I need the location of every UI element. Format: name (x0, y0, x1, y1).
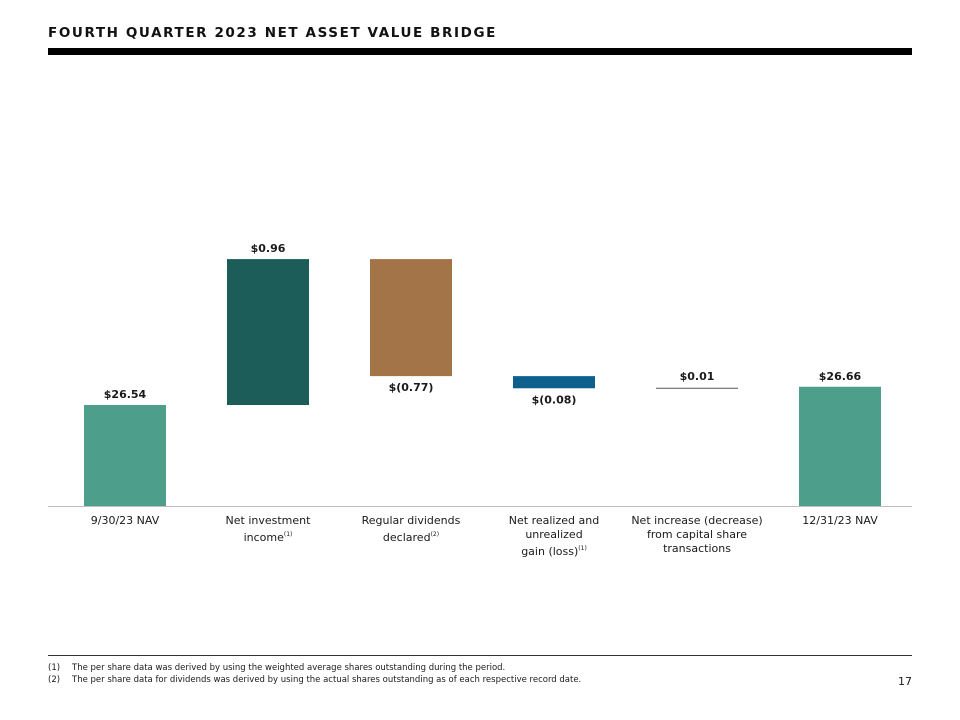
bar-6 (799, 386, 881, 506)
bar-1 (84, 405, 166, 506)
bar-2 (227, 259, 309, 405)
footnote-ref: (1) (578, 545, 587, 552)
category-label-line: transactions (663, 542, 731, 555)
category-label-5: Net increase (decrease) from capital shar… (622, 514, 772, 556)
footnotes: (1) The per share data was derived by usi… (48, 662, 581, 686)
data-label-1: $26.54 (104, 388, 147, 401)
data-label-5: $0.01 (680, 370, 715, 383)
category-label-line: 9/30/23 NAV (90, 514, 160, 527)
category-label-line: gain (loss)(1) (521, 545, 587, 558)
footnote-2-mark: (2) (48, 675, 61, 685)
category-label-6: 12/31/23 NAV (765, 514, 915, 528)
category-label-line: income(1) (243, 531, 293, 544)
category-label-line: declared(2) (382, 531, 440, 544)
data-label-6: $26.66 (819, 370, 862, 383)
footnote-1-mark: (1) (48, 663, 61, 673)
footnote-2-text: The per share data for dividends was der… (72, 675, 582, 685)
footnote-rule (48, 655, 912, 656)
category-label-line: 12/31/23 NAV (802, 514, 878, 527)
category-label-line: Net increase (decrease) (631, 514, 763, 527)
category-label-1: 9/30/23 NAV (50, 514, 200, 528)
category-label-4: Net realized and unrealized gain (loss)(1… (479, 514, 629, 559)
page-title: FOURTH QUARTER 2023 NET ASSET VALUE BRID… (48, 25, 497, 41)
footnote-2: (2) The per share data for dividends was … (48, 674, 581, 686)
footnote-1-text: The per share data was derived by using … (72, 663, 506, 673)
data-label-4: $(0.08) (532, 393, 577, 406)
footnote-ref: (2) (430, 531, 440, 538)
category-label-line: from capital share (646, 528, 748, 541)
title-rule (48, 48, 912, 55)
data-label-3: $(0.77) (389, 381, 434, 394)
page-number: 17 (898, 675, 912, 688)
category-label-line: Net investment (225, 514, 311, 527)
category-label-line: Regular dividends (361, 514, 461, 527)
category-label-line: Net realized and unrealized (508, 514, 600, 541)
footnote-ref: (1) (283, 531, 293, 538)
bar-4 (513, 376, 595, 389)
category-label-3: Regular dividends declared(2) (336, 514, 486, 545)
nav-bridge-chart: $26.54 $0.96 $(0.77) $(0.08) $0.01 $26.66 (48, 242, 912, 507)
category-label-2: Net investment income(1) (193, 514, 343, 545)
data-label-2: $0.96 (251, 242, 286, 255)
footnote-1: (1) The per share data was derived by usi… (48, 662, 581, 674)
bar-3 (370, 259, 452, 377)
